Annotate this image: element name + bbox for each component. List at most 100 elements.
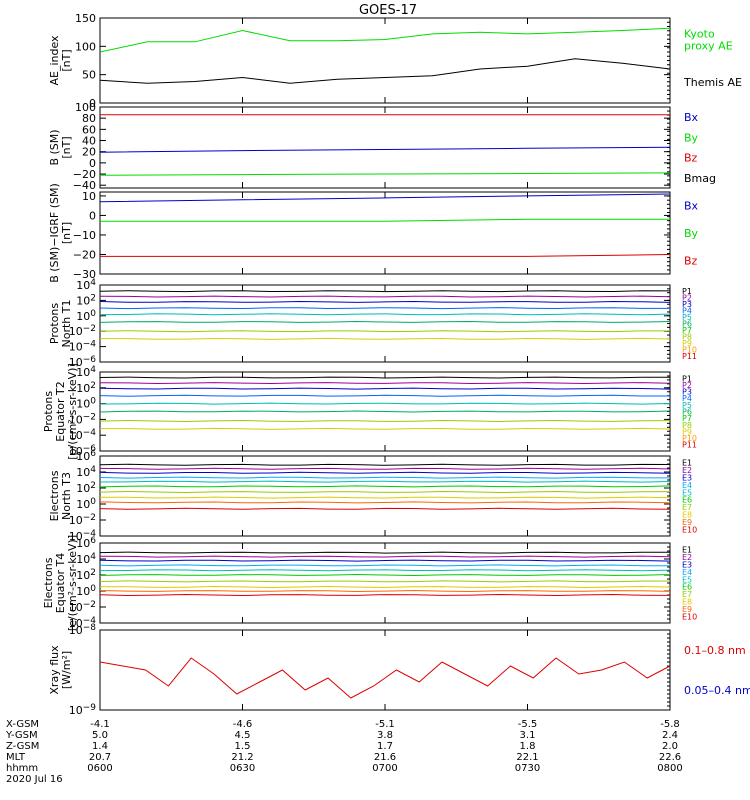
- y-tick-label: 10−6: [69, 355, 97, 369]
- y-axis-label: ProtonsEquator T2[p/(cm²-s-sr-keV)]: [42, 363, 79, 460]
- legend-entry: Bz: [684, 254, 698, 267]
- series-line: [99, 564, 670, 567]
- legend-entry: E1: [682, 459, 692, 468]
- y-tick-label: 0: [89, 209, 96, 222]
- series-line: [99, 382, 671, 385]
- legend-entry: P8: [682, 421, 692, 430]
- x-row-value: 0800: [657, 763, 682, 774]
- panel-xray: 10−8 10−9 Xray flux[W/m²] 0.1–0.8 nm 0.05–0.…: [48, 623, 750, 717]
- y-tick-label: 104: [76, 552, 96, 566]
- y-axis-label: ElectronsEquator T4[e/(cm²-s-sr-keV)]: [42, 535, 79, 631]
- y-tick-label: 50: [82, 69, 96, 82]
- series-line: [99, 376, 671, 379]
- legend-entry: E4: [682, 568, 692, 577]
- y-tick-label: 102: [76, 568, 96, 582]
- series-line: [99, 657, 671, 699]
- legend-entry: P4: [682, 307, 692, 316]
- legend-entry: By: [684, 227, 699, 240]
- series-line: [100, 337, 671, 340]
- series-line: [99, 313, 671, 316]
- series-line: [99, 410, 671, 413]
- y-tick-label: 100: [76, 397, 96, 411]
- y-axis-label: Xray flux[W/m²]: [48, 645, 73, 695]
- x-row-value: 20.7: [89, 752, 111, 763]
- x-axis-table: X-GSM -4.1 -4.6 -5.1 -5.5 -5.8 Y-GSM 5.0 4.5 3.8 3…: [5, 719, 683, 785]
- legend-entry: P10: [682, 345, 697, 354]
- legend-entry: E8: [682, 598, 692, 607]
- legend-entry: P3: [682, 388, 692, 397]
- y-tick-label: 0: [89, 97, 96, 110]
- series-line: [100, 427, 671, 430]
- legend-entry: E5: [682, 488, 692, 497]
- series-line: [99, 573, 671, 577]
- series-line: [99, 193, 671, 203]
- series-line: [99, 555, 671, 558]
- x-row-value: 2.4: [662, 730, 678, 741]
- legend-entry: E9: [682, 518, 692, 527]
- legend-entry: E3: [682, 474, 692, 483]
- panel-frame: [99, 455, 671, 537]
- y-tick-label: 102: [76, 381, 96, 395]
- y-tick-label: 10−9: [69, 703, 97, 717]
- legend-entry: P6: [682, 408, 692, 417]
- y-tick-label: −20: [73, 248, 96, 261]
- series-line: [99, 463, 671, 466]
- y-tick-label: 20: [82, 146, 96, 159]
- legend-entry: E10: [682, 525, 697, 534]
- legend-entry: E7: [682, 503, 692, 512]
- y-tick-label: 102: [76, 293, 96, 307]
- series-line: [99, 569, 671, 572]
- series-line: [99, 419, 671, 423]
- y-tick-label: 80: [82, 112, 96, 125]
- legend-entry: P2: [682, 294, 692, 303]
- legend-entry: P1: [682, 287, 692, 296]
- legend-entry: 0.05–0.4 nm: [684, 684, 750, 697]
- series-line: [99, 490, 671, 494]
- series-line: [99, 58, 671, 84]
- series-line: [99, 593, 671, 597]
- series-line: [99, 580, 671, 583]
- x-row-value: 0630: [230, 763, 255, 774]
- y-tick-label: 60: [82, 123, 96, 136]
- legend-entry: E6: [682, 583, 692, 592]
- legend-entry: 0.1–0.8 nm: [684, 644, 746, 657]
- series-line: [99, 320, 671, 323]
- y-tick-label: 10−6: [69, 444, 97, 458]
- series-line: [99, 27, 671, 53]
- legend-entry: P10: [682, 434, 697, 443]
- panel-frame: [99, 629, 671, 711]
- plot-title: GOES-17: [359, 3, 417, 18]
- y-tick-label: 10: [82, 190, 96, 203]
- y-tick-label: −10: [73, 229, 96, 242]
- y-axis-label: AE_index[nT]: [48, 35, 73, 86]
- legend-entry: Bx: [684, 111, 699, 124]
- series-line: [99, 172, 671, 176]
- legend-entry: P11: [682, 352, 697, 361]
- series-line: [99, 402, 671, 405]
- legend-entry: Bx: [684, 200, 699, 213]
- y-tick-label: 150: [75, 12, 96, 25]
- date-label: 2020 Jul 16: [6, 774, 63, 785]
- y-tick-label: 104: [76, 365, 96, 379]
- y-tick-label: 100: [76, 584, 96, 598]
- legend-entry: P5: [682, 401, 692, 410]
- y-tick-label: 0: [89, 157, 96, 170]
- legend-entry: E5: [682, 575, 692, 584]
- x-row-value: 4.5: [235, 730, 251, 741]
- y-axis-label: B (SM)−IGRF (SM)[nT]: [48, 183, 73, 283]
- y-tick-label: 10−8: [69, 623, 97, 637]
- panel-bigrf: 10 0 −10 −20 −30B (SM)−IGRF (SM)[nT] Bx By Bz: [48, 183, 699, 283]
- x-row-value: 21.6: [374, 752, 396, 763]
- series-line: [99, 300, 671, 303]
- y-tick-label: 106: [76, 536, 96, 550]
- series-line: [100, 218, 670, 222]
- series-line: [99, 467, 671, 470]
- y-tick-label: 10−4: [69, 529, 97, 543]
- series-line: [99, 507, 671, 510]
- legend-entry: E4: [682, 481, 692, 490]
- legend-entry: Themis AE: [683, 76, 742, 89]
- x-row-value: -4.1: [90, 719, 110, 730]
